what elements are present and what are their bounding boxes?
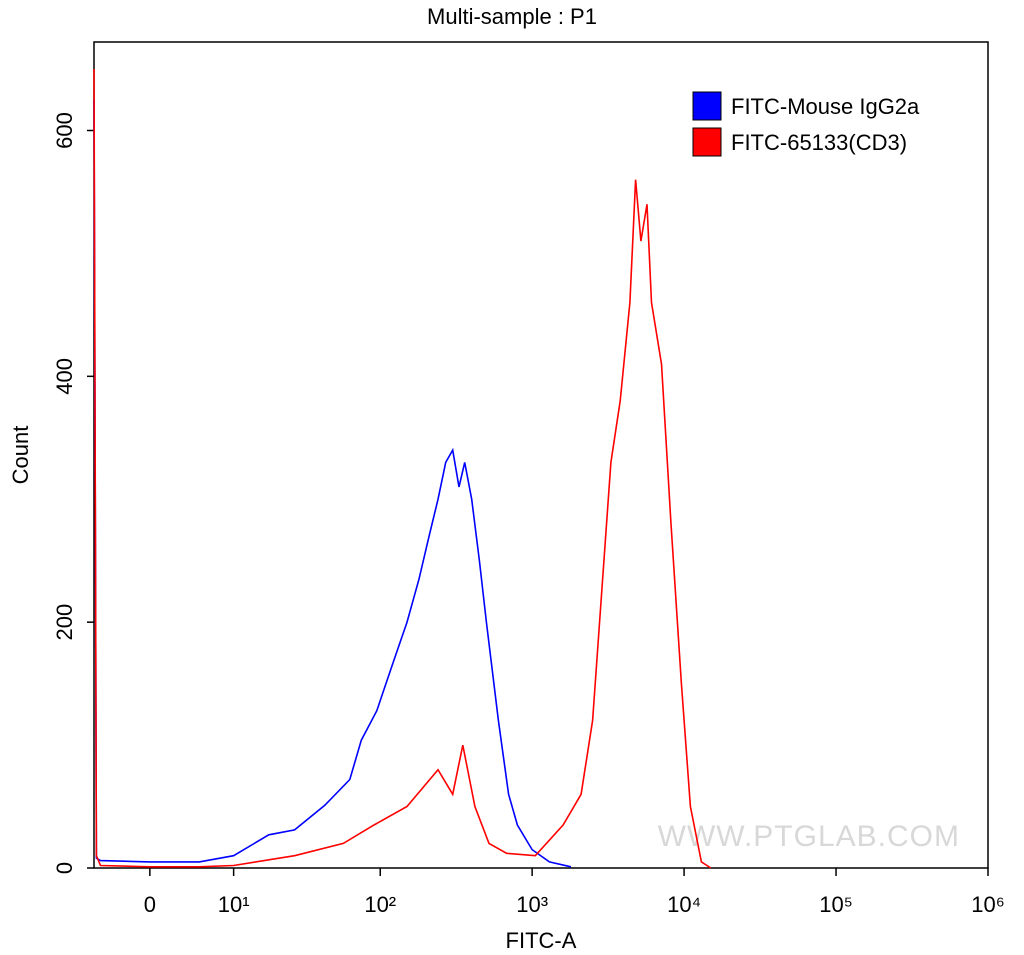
y-tick-label: 200 xyxy=(52,604,77,641)
x-tick-label: 10⁵ xyxy=(819,892,853,917)
y-tick-label: 600 xyxy=(52,112,77,149)
y-tick-label: 0 xyxy=(52,862,77,874)
plot-frame xyxy=(93,41,989,869)
x-tick-label: 10¹ xyxy=(218,892,250,917)
x-tick-label: 10⁶ xyxy=(971,892,1005,917)
x-tick-label: 0 xyxy=(144,892,156,917)
x-tick-label: 10³ xyxy=(516,892,548,917)
legend-swatch xyxy=(692,91,722,121)
x-axis-label: FITC-A xyxy=(506,928,577,953)
watermark: WWW.PTGLAB.COM xyxy=(658,820,960,853)
y-axis-label: Count xyxy=(8,426,33,485)
legend-label: FITC-65133(CD3) xyxy=(731,130,907,155)
legend-swatch xyxy=(692,127,722,157)
histogram-line xyxy=(93,99,572,868)
histogram-line xyxy=(93,68,712,869)
x-tick-label: 10² xyxy=(364,892,396,917)
x-tick-label: 10⁴ xyxy=(667,892,701,917)
y-tick-label: 400 xyxy=(52,358,77,395)
chart-title: Multi-sample : P1 xyxy=(427,4,597,29)
legend-label: FITC-Mouse IgG2a xyxy=(731,94,920,119)
